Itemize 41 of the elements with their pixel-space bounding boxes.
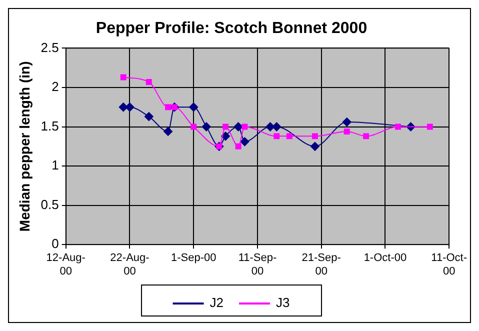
- point: [242, 124, 248, 130]
- point: [363, 133, 370, 140]
- point: [310, 142, 320, 151]
- legend-label: J3: [276, 295, 290, 310]
- point: [165, 104, 172, 110]
- point: [312, 133, 318, 140]
- point: [164, 126, 173, 136]
- point: [344, 128, 350, 134]
- point: [395, 124, 401, 130]
- point: [286, 133, 292, 140]
- point: [342, 118, 352, 127]
- point: [120, 74, 126, 80]
- point: [426, 124, 433, 130]
- y-axis-title: Median pepper length (in): [16, 61, 32, 232]
- x-tick-label: 22-Aug-00: [110, 252, 150, 278]
- point: [221, 132, 230, 141]
- x-tick-label: 1-Oct-00: [364, 252, 407, 264]
- y-tick-label: 1.5: [40, 118, 59, 134]
- x-tick-label: 21-Sep-00: [302, 252, 342, 278]
- point: [146, 79, 152, 85]
- x-tick-label: 11-Sep-00: [238, 252, 277, 278]
- point: [202, 122, 211, 132]
- x-tick-label: 1-Sep-00: [170, 252, 216, 264]
- point: [240, 137, 250, 146]
- legend-label: J2: [210, 295, 224, 310]
- point: [222, 124, 229, 130]
- y-tick-label: 2.5: [40, 40, 59, 55]
- point: [144, 112, 154, 122]
- point: [235, 143, 242, 150]
- point: [274, 133, 280, 140]
- y-tick-label: 0: [52, 236, 59, 252]
- y-tick-label: 0.5: [40, 196, 59, 212]
- y-tick-label: 2: [52, 79, 59, 94]
- point: [190, 124, 197, 130]
- chart-title: Pepper Profile: Scotch Bonnet 2000: [96, 20, 368, 38]
- point: [234, 122, 243, 132]
- point: [189, 102, 198, 112]
- y-tick-label: 1: [52, 158, 59, 173]
- point: [272, 122, 282, 132]
- x-tick-label: 12-Aug-00: [46, 252, 86, 278]
- x-tick-label: 11-Oct-00: [431, 252, 468, 278]
